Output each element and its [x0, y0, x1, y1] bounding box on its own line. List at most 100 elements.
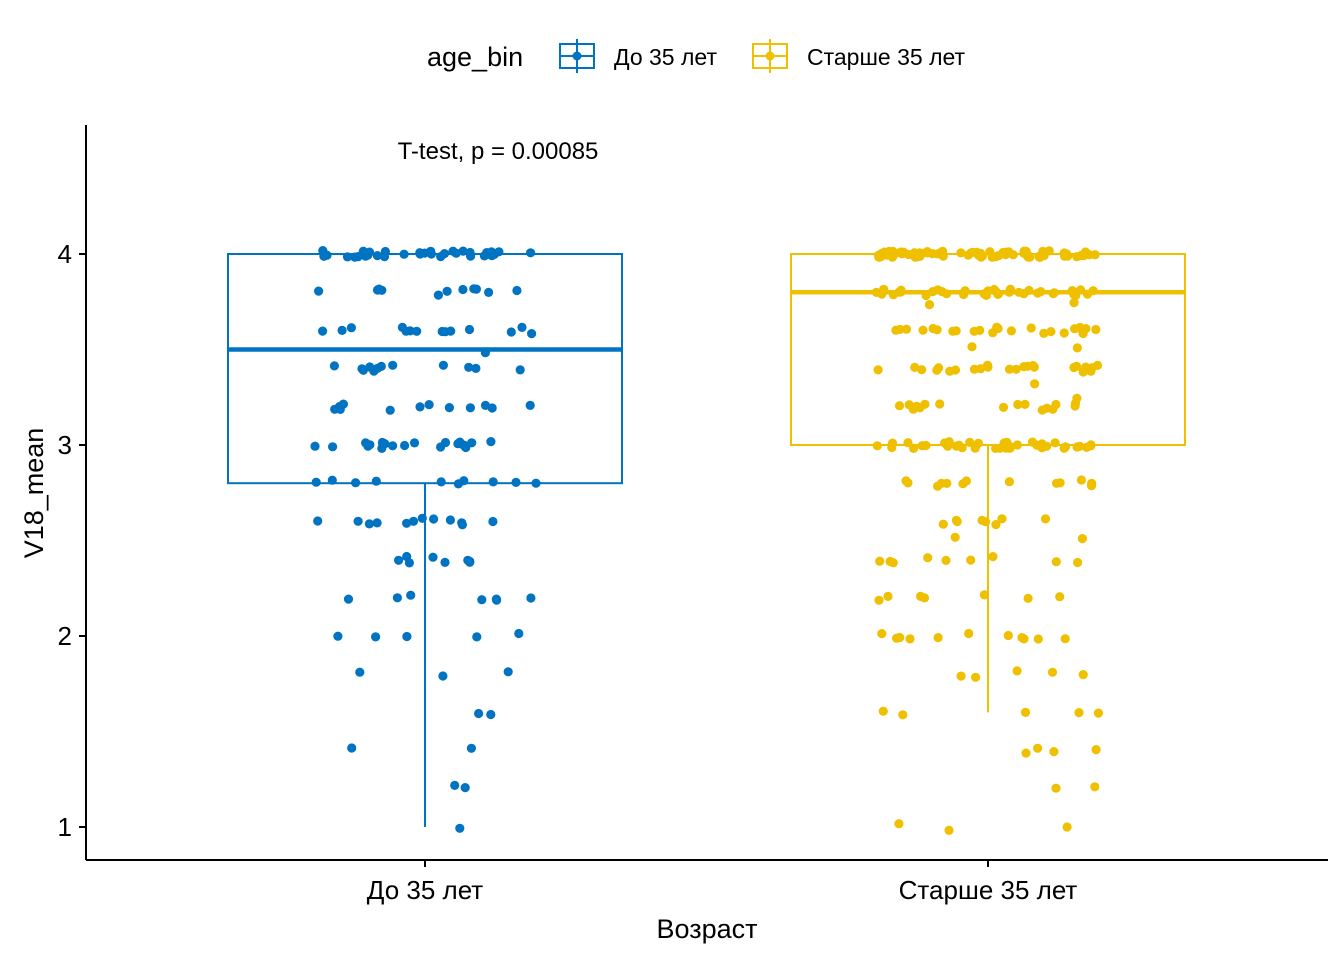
data-point [894, 287, 904, 297]
data-point [527, 329, 537, 339]
data-point [353, 516, 363, 526]
data-point [458, 284, 468, 295]
data-point [1078, 327, 1088, 337]
data-point [314, 286, 324, 296]
data-point [894, 401, 905, 411]
data-point [1078, 367, 1088, 377]
data-point [311, 477, 321, 487]
data-point [958, 479, 968, 489]
data-point [402, 518, 412, 528]
data-point [484, 287, 494, 297]
data-point [491, 594, 501, 604]
data-point [898, 710, 908, 720]
data-point [885, 556, 895, 567]
data-point [426, 249, 436, 259]
data-point [932, 325, 942, 335]
data-point [909, 443, 919, 453]
data-point [943, 441, 953, 451]
data-point [327, 475, 337, 485]
data-point [919, 593, 930, 603]
data-point [408, 516, 419, 526]
data-point [956, 248, 966, 258]
data-point [525, 400, 535, 410]
data-point [1059, 248, 1069, 258]
data-point [874, 252, 885, 262]
data-point [439, 249, 450, 259]
data-point [436, 442, 446, 452]
data-point [1055, 592, 1065, 602]
y-tick-label: 4 [58, 239, 72, 269]
legend-key-under35 [559, 39, 595, 73]
data-point [963, 250, 973, 260]
data-point [905, 634, 915, 644]
data-point [458, 246, 468, 256]
data-point [417, 513, 427, 523]
data-point [1021, 748, 1031, 758]
data-point [1070, 324, 1080, 334]
data-point [471, 284, 481, 294]
y-tick-label: 2 [58, 621, 72, 651]
data-point [888, 246, 898, 256]
data-point [1011, 364, 1021, 374]
data-point [873, 365, 883, 375]
data-point [966, 555, 976, 565]
data-point [1014, 287, 1024, 297]
data-point [526, 248, 536, 258]
data-point [337, 325, 347, 335]
data-point [371, 476, 381, 486]
data-point [355, 667, 365, 677]
data-point [917, 365, 927, 375]
data-point [895, 632, 905, 643]
data-point [480, 400, 491, 410]
data-point [991, 287, 1001, 297]
data-point [450, 780, 460, 791]
data-point [1008, 250, 1018, 260]
data-point [1026, 323, 1036, 333]
data-point [371, 632, 381, 642]
data-point [1033, 634, 1043, 644]
data-point [511, 477, 521, 487]
data-point [466, 743, 476, 753]
data-point [512, 285, 522, 296]
data-point [392, 593, 402, 603]
data-point [379, 252, 390, 262]
data-point [1077, 534, 1087, 544]
data-point [1060, 634, 1070, 644]
data-point [313, 516, 323, 526]
data-point [1012, 440, 1023, 450]
data-point [1049, 288, 1059, 298]
legend-label-under35: До 35 лет [614, 44, 717, 70]
data-point [1073, 557, 1083, 568]
data-point [459, 476, 469, 486]
data-point [932, 249, 943, 259]
data-point [1059, 328, 1069, 338]
data-point [477, 595, 487, 605]
data-point [1028, 360, 1038, 371]
data-point [488, 516, 498, 527]
data-point [388, 360, 398, 370]
data-point [401, 326, 411, 336]
data-point [1075, 441, 1085, 451]
data-point [465, 247, 475, 258]
data-point [950, 532, 960, 542]
data-point [472, 632, 482, 642]
data-point [486, 437, 496, 447]
data-point [1072, 393, 1082, 403]
data-point [982, 360, 993, 370]
data-point [1091, 324, 1101, 335]
data-point [1069, 289, 1079, 300]
data-point [1062, 822, 1072, 832]
data-point [998, 402, 1009, 412]
data-point [406, 590, 416, 600]
data-point [372, 518, 382, 528]
data-point [333, 631, 343, 641]
data-point [875, 556, 885, 566]
data-point [440, 557, 450, 568]
data-point [915, 403, 925, 413]
data-point [1050, 438, 1060, 448]
data-point [1006, 326, 1017, 336]
data-point [1001, 249, 1011, 260]
data-point [424, 400, 434, 410]
data-point [1040, 514, 1051, 524]
data-point [1055, 478, 1065, 488]
